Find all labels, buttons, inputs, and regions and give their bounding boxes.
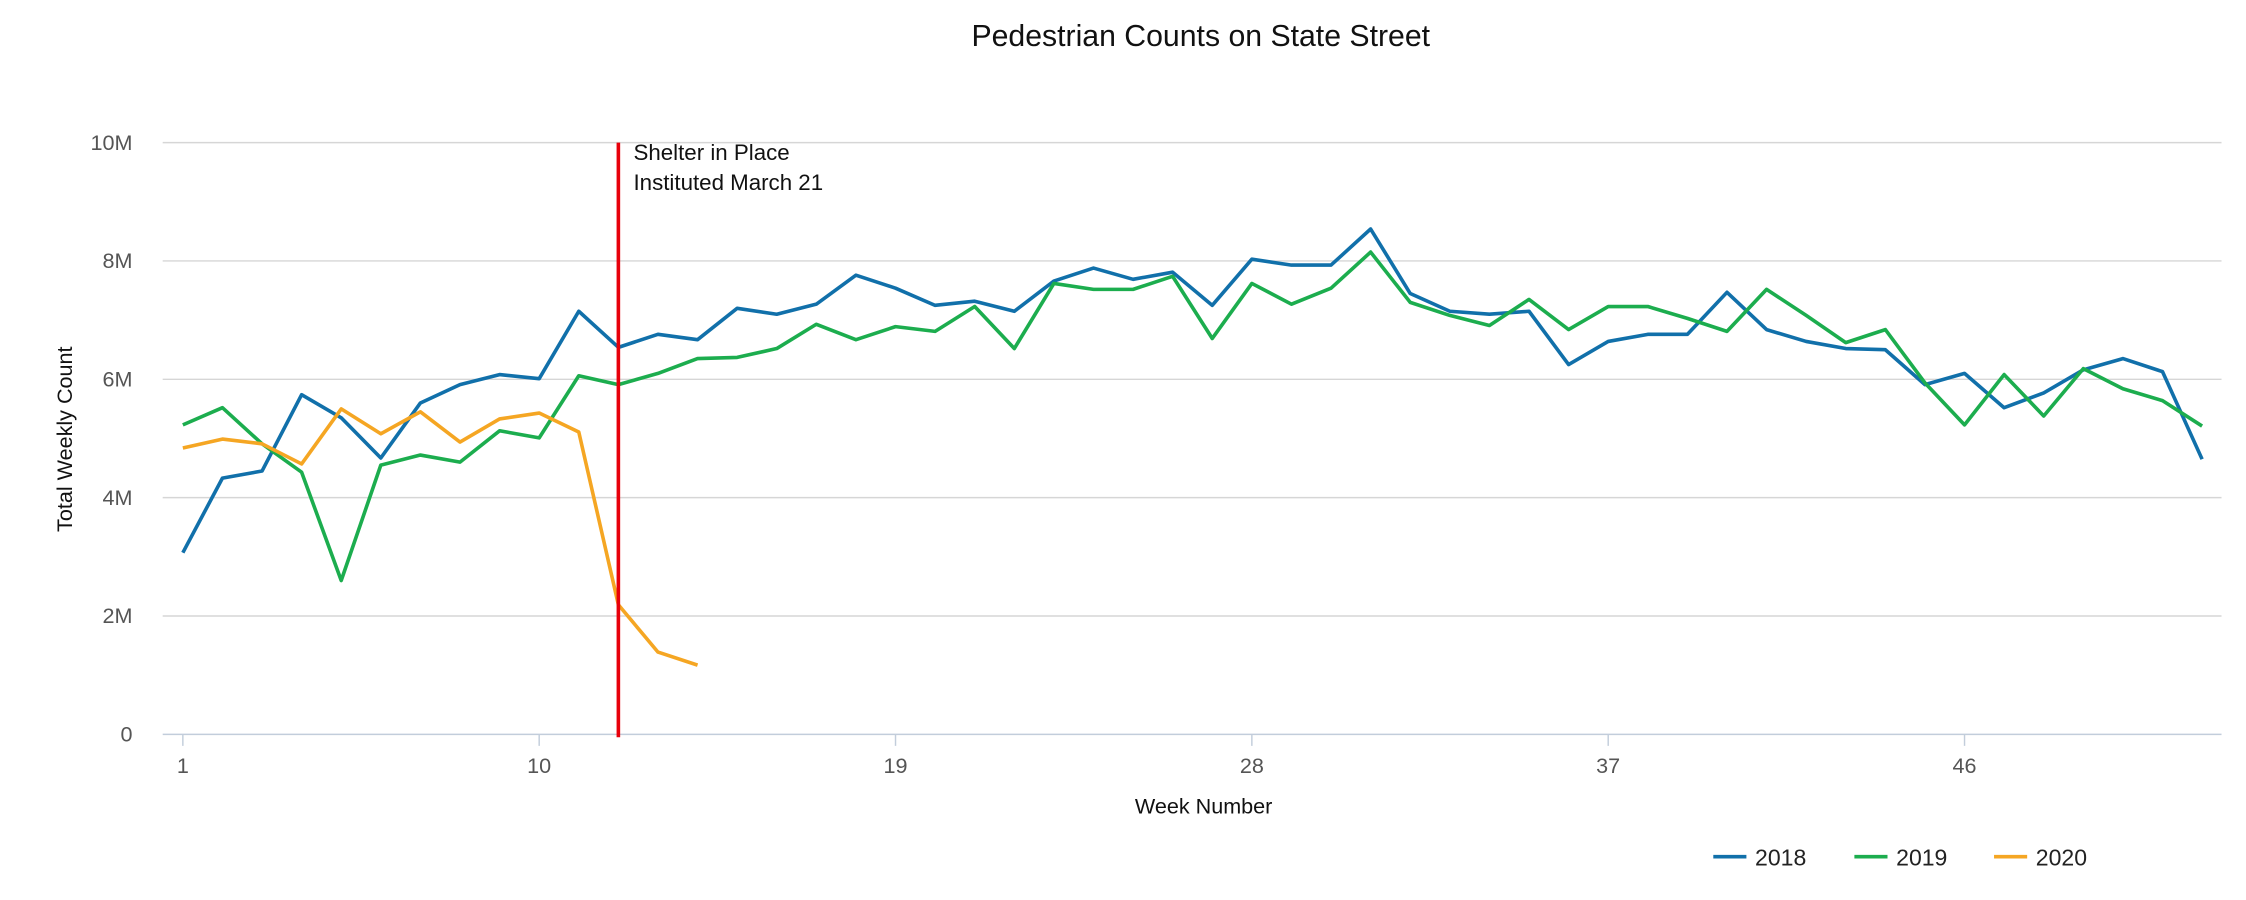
x-tick-label: 37 bbox=[1596, 753, 1620, 778]
gridlines bbox=[162, 141, 2222, 736]
annotation-text-line-1: Shelter in Place bbox=[633, 140, 789, 165]
x-tick-label: 46 bbox=[1953, 753, 1977, 778]
y-tick-label: 6M bbox=[102, 367, 132, 392]
series-lines bbox=[181, 227, 2204, 667]
y-tick-label: 4M bbox=[102, 485, 132, 510]
legend-label: 2020 bbox=[2036, 844, 2087, 870]
x-tick-label: 10 bbox=[527, 753, 551, 778]
shelter-in-place-annotation: Shelter in Place Instituted March 21 bbox=[616, 140, 823, 738]
series-line-2018 bbox=[181, 227, 2204, 554]
x-tick-label: 28 bbox=[1240, 753, 1264, 778]
legend-item-2019: 2019 bbox=[1854, 844, 1947, 870]
annotation-text-line-2: Instituted March 21 bbox=[633, 170, 823, 195]
chart-title: Pedestrian Counts on State Street bbox=[971, 20, 1430, 53]
legend-label: 2018 bbox=[1755, 844, 1806, 870]
y-axis-title: Total Weekly Count bbox=[52, 346, 77, 532]
y-tick-label: 10M bbox=[90, 130, 132, 155]
y-tick-label: 2M bbox=[102, 603, 132, 628]
legend: 2018 2019 2020 bbox=[1713, 844, 2087, 870]
x-axis-title: Week Number bbox=[1135, 794, 1273, 819]
legend-item-2018: 2018 bbox=[1713, 844, 1806, 870]
legend-label: 2019 bbox=[1896, 844, 1947, 870]
y-tick-label: 0 bbox=[120, 722, 132, 747]
legend-item-2020: 2020 bbox=[1994, 844, 2087, 870]
series-line-2020 bbox=[182, 407, 699, 667]
x-axis-ticks: 1 10 19 28 37 46 bbox=[177, 734, 1977, 778]
series-line-2019 bbox=[182, 250, 2204, 583]
y-axis-ticks: 0 2M 4M 6M 8M 10M bbox=[90, 130, 132, 747]
y-tick-label: 8M bbox=[102, 248, 132, 273]
x-tick-label: 19 bbox=[884, 753, 908, 778]
x-tick-label: 1 bbox=[177, 753, 189, 778]
